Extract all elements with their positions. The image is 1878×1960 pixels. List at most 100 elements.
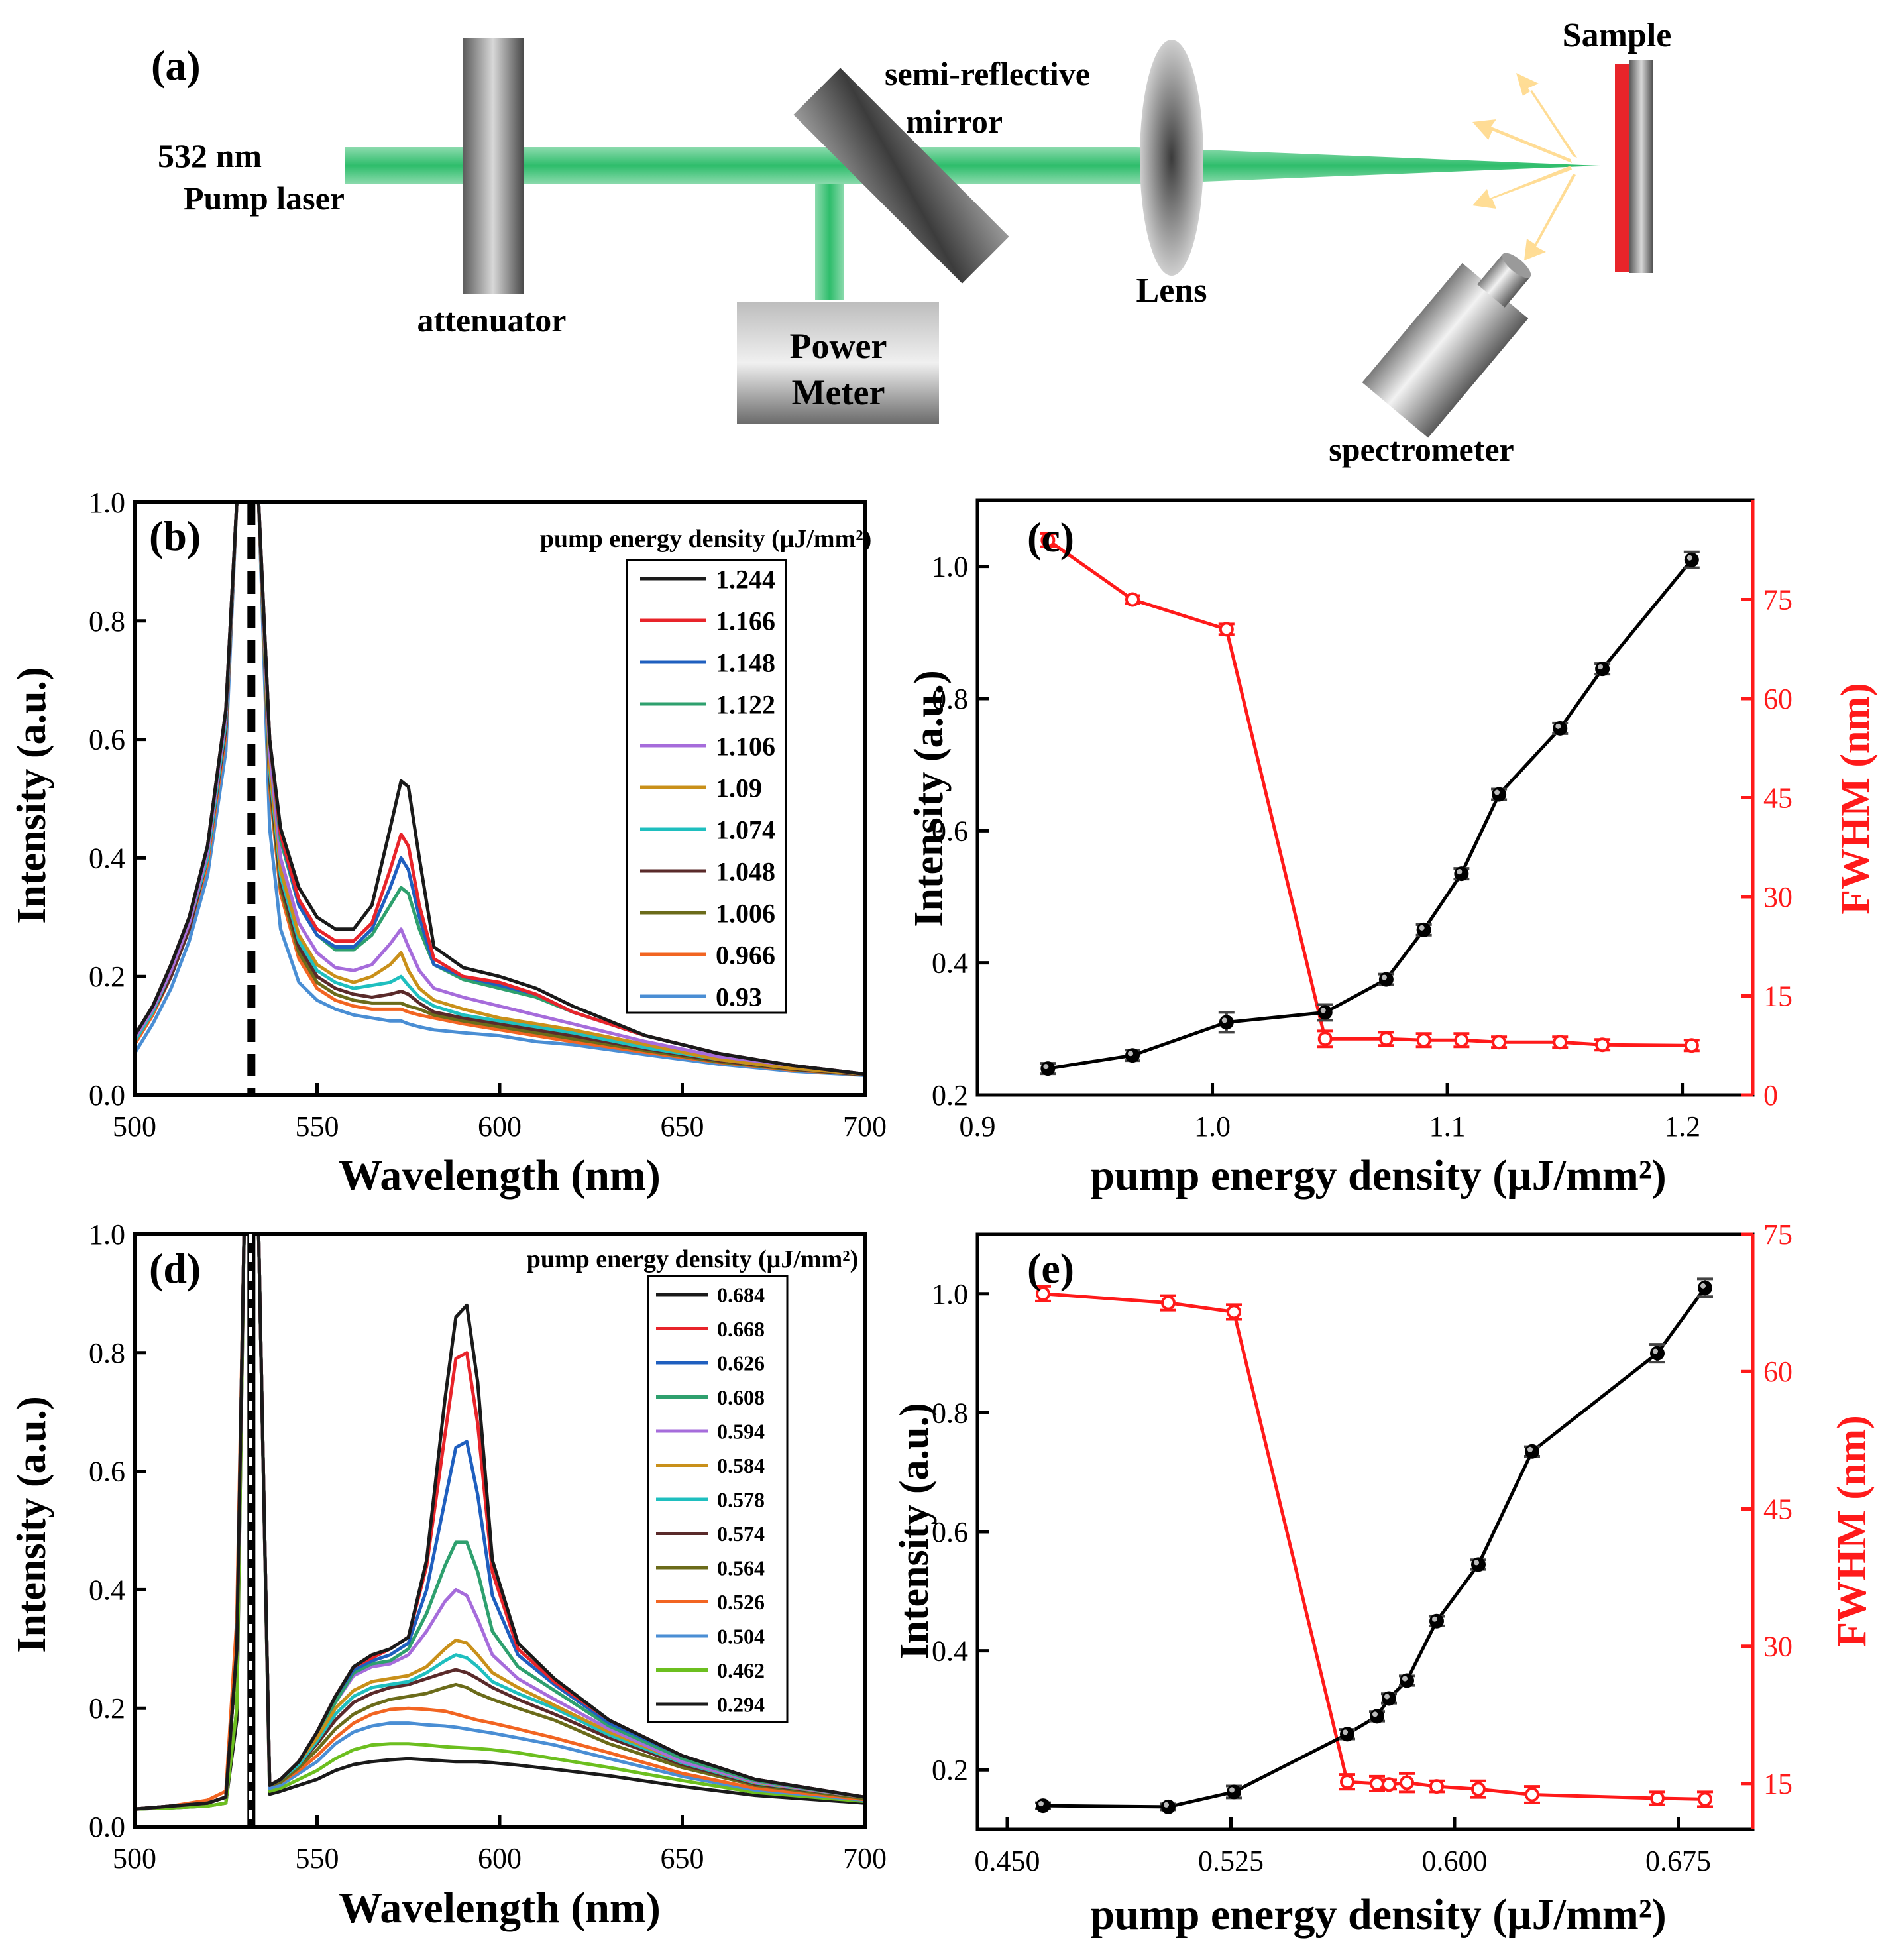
e-x-tick-label: 0.450 (975, 1845, 1040, 1877)
e-intensity-point (1227, 1784, 1241, 1800)
c-fwhm-point (1219, 622, 1234, 637)
e-y2-tick-label: 15 (1763, 1768, 1793, 1800)
c-intensity-point (1125, 1048, 1140, 1063)
c-intensity-point-shine (1494, 789, 1500, 795)
d-y-tick-label: 0.0 (89, 1811, 125, 1843)
c-fwhm-point (1378, 1031, 1394, 1047)
d-legend-label: 0.504 (717, 1625, 765, 1648)
panel-b-axes: 500 550 600 650 700 0.0 0.2 0.4 0.6 0.8 1.0 (89, 487, 887, 1143)
c-y2-tick-label: 60 (1763, 683, 1793, 715)
e-intensity-point (1340, 1727, 1354, 1742)
b-legend-label: 1.09 (716, 773, 762, 803)
e-fwhm-line (1042, 1292, 1706, 1801)
e-fwhm-point (1400, 1775, 1414, 1790)
b-legend-label: 1.166 (716, 606, 775, 636)
e-fwhm-point (1698, 1792, 1712, 1807)
panel-e-x-axis-label: pump energy density (μJ/mm²) (1090, 1890, 1666, 1939)
b-legend-label: 1.048 (716, 856, 775, 886)
c-intensity-point (1595, 662, 1610, 677)
e-intensity-point-shine (1474, 1560, 1479, 1566)
panel-d-legend-title: pump energy density (μJ/mm²) (527, 1245, 859, 1273)
c-fwhm-point (1125, 592, 1140, 607)
sample-substrate (1629, 60, 1653, 273)
b-series-0_93 (135, 502, 865, 1077)
b-legend-label: 0.93 (716, 982, 762, 1011)
e-intensity-point-shine (1700, 1283, 1706, 1289)
lens-optic (1140, 40, 1203, 276)
e-intensity-point-shine (1527, 1446, 1533, 1452)
d-legend-label: 0.684 (717, 1283, 765, 1307)
e-intensity-point (1161, 1799, 1176, 1814)
panel-c-axes: 0.9 1.0 1.1 1.2 0.2 0.4 0.6 0.8 1.0 0 15 30 45 60 75 (932, 551, 1793, 1143)
e-intensity-point (1382, 1691, 1396, 1706)
c-intensity-point (1317, 1005, 1333, 1020)
e-intensity-point-shine (1229, 1787, 1235, 1793)
e-intensity-point-shine (1384, 1694, 1390, 1700)
d-legend-label: 0.526 (717, 1590, 765, 1614)
e-y-tick-label: 0.6 (932, 1516, 968, 1548)
panel-d-legend: 0.684 0.668 0.626 0.608 0.594 0.584 0.578 0.574… (656, 1283, 765, 1717)
e-fwhm-point (1340, 1774, 1354, 1790)
panel-e-label: (e) (1027, 1245, 1074, 1292)
panel-e-chart: 0.450 0.525 0.600 0.675 0.2 0.4 0.6 0.8 1.0 15 30 4… (892, 1218, 1875, 1939)
d-x-tick-label: 700 (843, 1842, 887, 1874)
e-intensity-point-shine (1402, 1676, 1408, 1682)
e-fwhm-point (1227, 1304, 1241, 1320)
d-legend-label: 0.574 (717, 1522, 765, 1546)
d-x-tick-label: 600 (478, 1842, 522, 1874)
d-x-tick-label: 550 (296, 1842, 339, 1874)
c-y2-tick-label: 75 (1763, 584, 1793, 616)
e-intensity-line (1042, 1287, 1707, 1809)
panel-e-y-axis-label: Intensity (a.u.) (892, 1403, 937, 1660)
b-y-tick-label: 0.2 (89, 960, 125, 993)
laser-beam (345, 147, 1600, 184)
e-y-tick-label: 1.0 (932, 1278, 968, 1310)
c-intensity-point (1416, 922, 1431, 937)
e-fwhm-point (1429, 1779, 1444, 1794)
reflected-beam (815, 184, 844, 300)
emission-arrows (1472, 73, 1577, 260)
e-fwhm-point (1471, 1782, 1486, 1797)
panel-e-fwhm-axis-label: FWHM (nm) (1830, 1415, 1875, 1647)
power-meter-label-line2: Meter (792, 373, 885, 412)
e-fwhm-point (1650, 1791, 1665, 1806)
b-y-tick-label: 0.4 (89, 842, 125, 874)
e-y2-tick-label: 45 (1763, 1493, 1793, 1525)
c-intensity-point-shine (1043, 1064, 1049, 1070)
attenuator-optic (463, 38, 524, 294)
panel-e-plot-frame (975, 1232, 1755, 1831)
b-legend-label: 1.106 (716, 731, 775, 761)
c-fwhm-point (1492, 1035, 1507, 1050)
panel-d-series (135, 1234, 865, 1811)
spectrometer-label: spectrometer (1329, 431, 1514, 468)
b-x-tick-label: 700 (843, 1110, 887, 1143)
e-x-tick-label: 0.525 (1198, 1845, 1264, 1877)
panel-c-chart: 0.9 1.0 1.1 1.2 0.2 0.4 0.6 0.8 1.0 0 15 30 45 60 75 (… (907, 498, 1878, 1200)
d-x-tick-label: 500 (113, 1842, 156, 1874)
c-intensity-point-shine (1128, 1051, 1133, 1057)
e-intensity-point (1650, 1346, 1665, 1361)
c-fwhm-point (1595, 1037, 1610, 1053)
b-legend-label: 1.244 (716, 564, 775, 594)
e-intensity-point (1400, 1673, 1414, 1688)
e-fwhm-point (1036, 1286, 1050, 1301)
panel-d-axes: 500 550 600 650 700 0.0 0.2 0.4 0.6 0.8 1.0 (89, 1218, 887, 1874)
e-intensity-point (1471, 1557, 1486, 1572)
mirror-label-line1: semi-reflective (885, 55, 1090, 92)
b-x-tick-label: 600 (478, 1110, 522, 1143)
d-legend-label: 0.608 (717, 1385, 765, 1409)
b-series-1_244 (135, 502, 865, 1076)
sample-label: Sample (1563, 17, 1672, 54)
panel-b-x-axis-label: Wavelength (nm) (339, 1151, 661, 1200)
e-y-tick-label: 0.8 (932, 1397, 968, 1429)
b-y-tick-label: 0.8 (89, 605, 125, 638)
semi-reflective-mirror (793, 68, 1009, 284)
d-series-0_684 (135, 1234, 865, 1811)
panel-e-series (1035, 1277, 1713, 1814)
c-intensity-point (1454, 866, 1469, 882)
e-fwhm-point (1382, 1777, 1396, 1792)
panel-c-plot-frame (975, 498, 1755, 1097)
panel-c-series (1040, 532, 1700, 1076)
c-y-tick-label: 1.0 (932, 551, 968, 583)
